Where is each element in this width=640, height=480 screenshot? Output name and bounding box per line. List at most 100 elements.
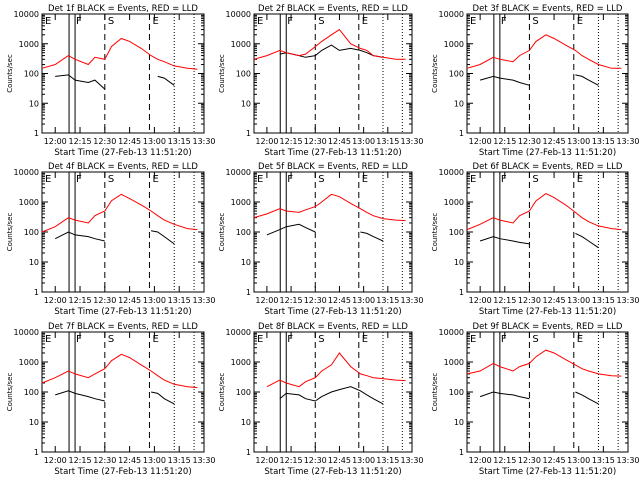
series-line-lld [41,353,198,389]
series-line-lld [253,28,406,60]
y-axis-label: Counts/sec [6,54,14,93]
panel-title: Det 5f BLACK = Events, RED = LLD [258,162,408,172]
y-tick-label: 10000 [14,10,39,19]
y-tick-label: 1 [34,129,39,138]
x-tick-label: 12:30 [518,296,541,305]
x-tick-label: 13:15 [376,456,399,465]
series-line-lld [266,352,406,388]
y-tick-label: 10000 [14,168,39,177]
panel-title: Det 1f BLACK = Events, RED = LLD [48,4,198,14]
x-tick-label: 13:15 [592,296,615,305]
segment-label: S [318,16,324,27]
series-line-lld [41,37,198,70]
segment-label: E [470,174,476,185]
series-line-events [54,230,175,245]
segment-label: F [501,334,507,345]
series-line-lld [41,193,198,233]
series-line-events [479,74,599,86]
series-line-events [266,223,384,242]
x-tick-label: 12:00 [44,296,67,305]
x-tick-label: 12:15 [493,456,516,465]
y-tick-label: 1 [459,129,464,138]
y-tick-label: 100 [449,70,464,79]
x-axis-label: Start Time (27-Feb-13 11:51:20) [54,307,191,317]
series-line-events [55,74,175,90]
y-tick-label: 10 [29,258,39,267]
segment-label: F [76,334,82,345]
x-tick-label: 12:15 [280,456,303,465]
x-tick-label: 13:15 [376,296,399,305]
panel-4: Det 4f BLACK = Events, RED = LLD Counts/s… [6,162,216,317]
y-tick-label: 1000 [19,198,39,207]
series-line-events [279,386,384,405]
x-axis-label: Start Time (27-Feb-13 11:51:20) [479,307,616,317]
x-tick-label: 12:00 [469,456,492,465]
x-tick-label: 12:00 [255,456,278,465]
y-tick-label: 10 [241,258,251,267]
segment-label: E [257,174,263,185]
x-tick-label: 13:30 [616,137,639,146]
y-tick-label: 10000 [439,168,464,177]
x-tick-label: 12:30 [304,456,327,465]
x-tick-label: 12:15 [68,296,91,305]
series-line-lld [466,193,622,231]
panel-title: Det 7f BLACK = Events, RED = LLD [48,322,198,332]
y-tick-label: 1000 [231,198,251,207]
series-line-events [479,391,599,405]
panel-9: Det 9f BLACK = Events, RED = LLD Counts/s… [431,322,640,477]
y-tick-label: 1000 [231,358,251,367]
x-tick-label: 13:15 [376,137,399,146]
x-tick-label: 12:15 [280,137,303,146]
x-axis-label: Start Time (27-Feb-13 11:51:20) [479,467,616,477]
segment-label: S [108,334,114,345]
segment-label: S [318,334,324,345]
panel-title: Det 3f BLACK = Events, RED = LLD [473,4,623,14]
segment-label: F [287,174,293,185]
x-tick-label: 13:00 [567,456,590,465]
x-tick-label: 12:30 [304,137,327,146]
panel-1: Det 1f BLACK = Events, RED = LLD Counts/s… [6,4,216,158]
y-tick-label: 100 [449,228,464,237]
y-tick-label: 10 [29,99,39,108]
x-tick-label: 13:15 [168,137,191,146]
y-tick-label: 10000 [14,328,39,337]
y-tick-label: 1 [34,288,39,297]
y-tick-label: 1000 [444,198,464,207]
y-tick-label: 1 [246,448,251,457]
series-line-lld [466,349,622,377]
segment-label: E [257,16,263,27]
x-tick-label: 13:15 [168,296,191,305]
panel-title: Det 8f BLACK = Events, RED = LLD [258,322,408,332]
y-axis-label: Counts/sec [218,213,226,252]
y-axis-label: Counts/sec [218,54,226,93]
y-axis-label: Counts/sec [6,373,14,412]
y-tick-label: 10 [454,258,464,267]
plot-frame [41,171,205,293]
segment-label: E [577,334,583,345]
y-tick-label: 10000 [226,168,251,177]
segment-label: S [108,16,114,27]
segment-label: E [152,16,158,27]
y-tick-label: 100 [236,228,251,237]
x-tick-label: 12:45 [118,456,141,465]
x-tick-label: 12:30 [93,137,116,146]
x-tick-label: 12:45 [543,456,566,465]
x-tick-label: 12:15 [68,456,91,465]
y-tick-label: 100 [24,228,39,237]
y-tick-label: 1000 [231,40,251,49]
x-tick-label: 13:00 [567,137,590,146]
plot-frame [466,171,629,293]
segment-label: S [108,174,114,185]
x-axis-label: Start Time (27-Feb-13 11:51:20) [479,148,616,158]
y-tick-label: 1 [459,448,464,457]
x-tick-label: 12:45 [328,296,351,305]
segment-label: E [362,334,368,345]
plot-frame [41,13,205,134]
x-axis-label: Start Time (27-Feb-13 11:51:20) [54,467,191,477]
y-axis-label: Counts/sec [6,213,14,252]
plot-frame [466,13,629,134]
y-axis-label: Counts/sec [431,54,439,93]
x-tick-label: 12:30 [304,296,327,305]
x-tick-label: 13:00 [143,296,166,305]
